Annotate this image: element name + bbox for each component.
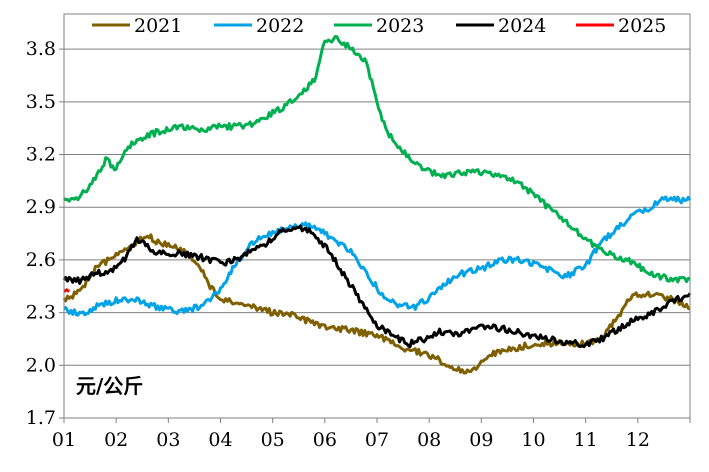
x-axis-ticks: 01 02 03 04 05 06 07 08 09 10 11 12 [52, 418, 691, 451]
legend-label-2025: 2025 [618, 15, 666, 37]
y-axis-ticks: 1.7 2.0 2.3 2.6 2.9 3.2 3.5 3.8 [26, 38, 64, 429]
y-tick-label: 2.9 [26, 196, 56, 218]
x-tick-label: 08 [417, 429, 441, 451]
gridlines [64, 48, 690, 419]
x-tick-label: 12 [626, 429, 650, 451]
x-tick-label: 11 [574, 429, 598, 451]
x-tick-label: 01 [52, 429, 76, 451]
series-line-2022 [63, 195, 692, 317]
legend-label-2021: 2021 [134, 15, 182, 37]
y-tick-label: 2.3 [26, 302, 56, 324]
series-line-2024 [62, 224, 692, 349]
x-tick-label: 04 [208, 429, 232, 451]
series-lines [62, 35, 692, 375]
series-line-2025 [63, 288, 70, 293]
y-tick-label: 3.5 [26, 91, 56, 113]
x-tick-label: 05 [261, 429, 285, 451]
plot-frame [63, 13, 691, 419]
x-tick-label: 09 [469, 429, 493, 451]
legend-label-2023: 2023 [376, 15, 424, 37]
unit-label: 元/公斤 [76, 374, 143, 398]
x-tick-label: 07 [365, 429, 389, 451]
y-tick-label: 2.0 [26, 354, 56, 376]
x-tick-label: 10 [521, 429, 545, 451]
x-tick-label: 06 [313, 429, 337, 451]
x-tick-label: 02 [104, 429, 128, 451]
y-tick-label: 1.7 [26, 407, 56, 429]
series-line-2023 [63, 35, 691, 284]
y-tick-label: 2.6 [26, 249, 56, 271]
y-tick-label: 3.8 [26, 38, 56, 60]
x-tick-label: 03 [156, 429, 180, 451]
y-tick-label: 3.2 [26, 144, 56, 166]
legend-label-2022: 2022 [256, 15, 304, 37]
legend-label-2024: 2024 [498, 15, 546, 37]
legend: 2021 2022 2023 2024 2025 [92, 15, 666, 37]
